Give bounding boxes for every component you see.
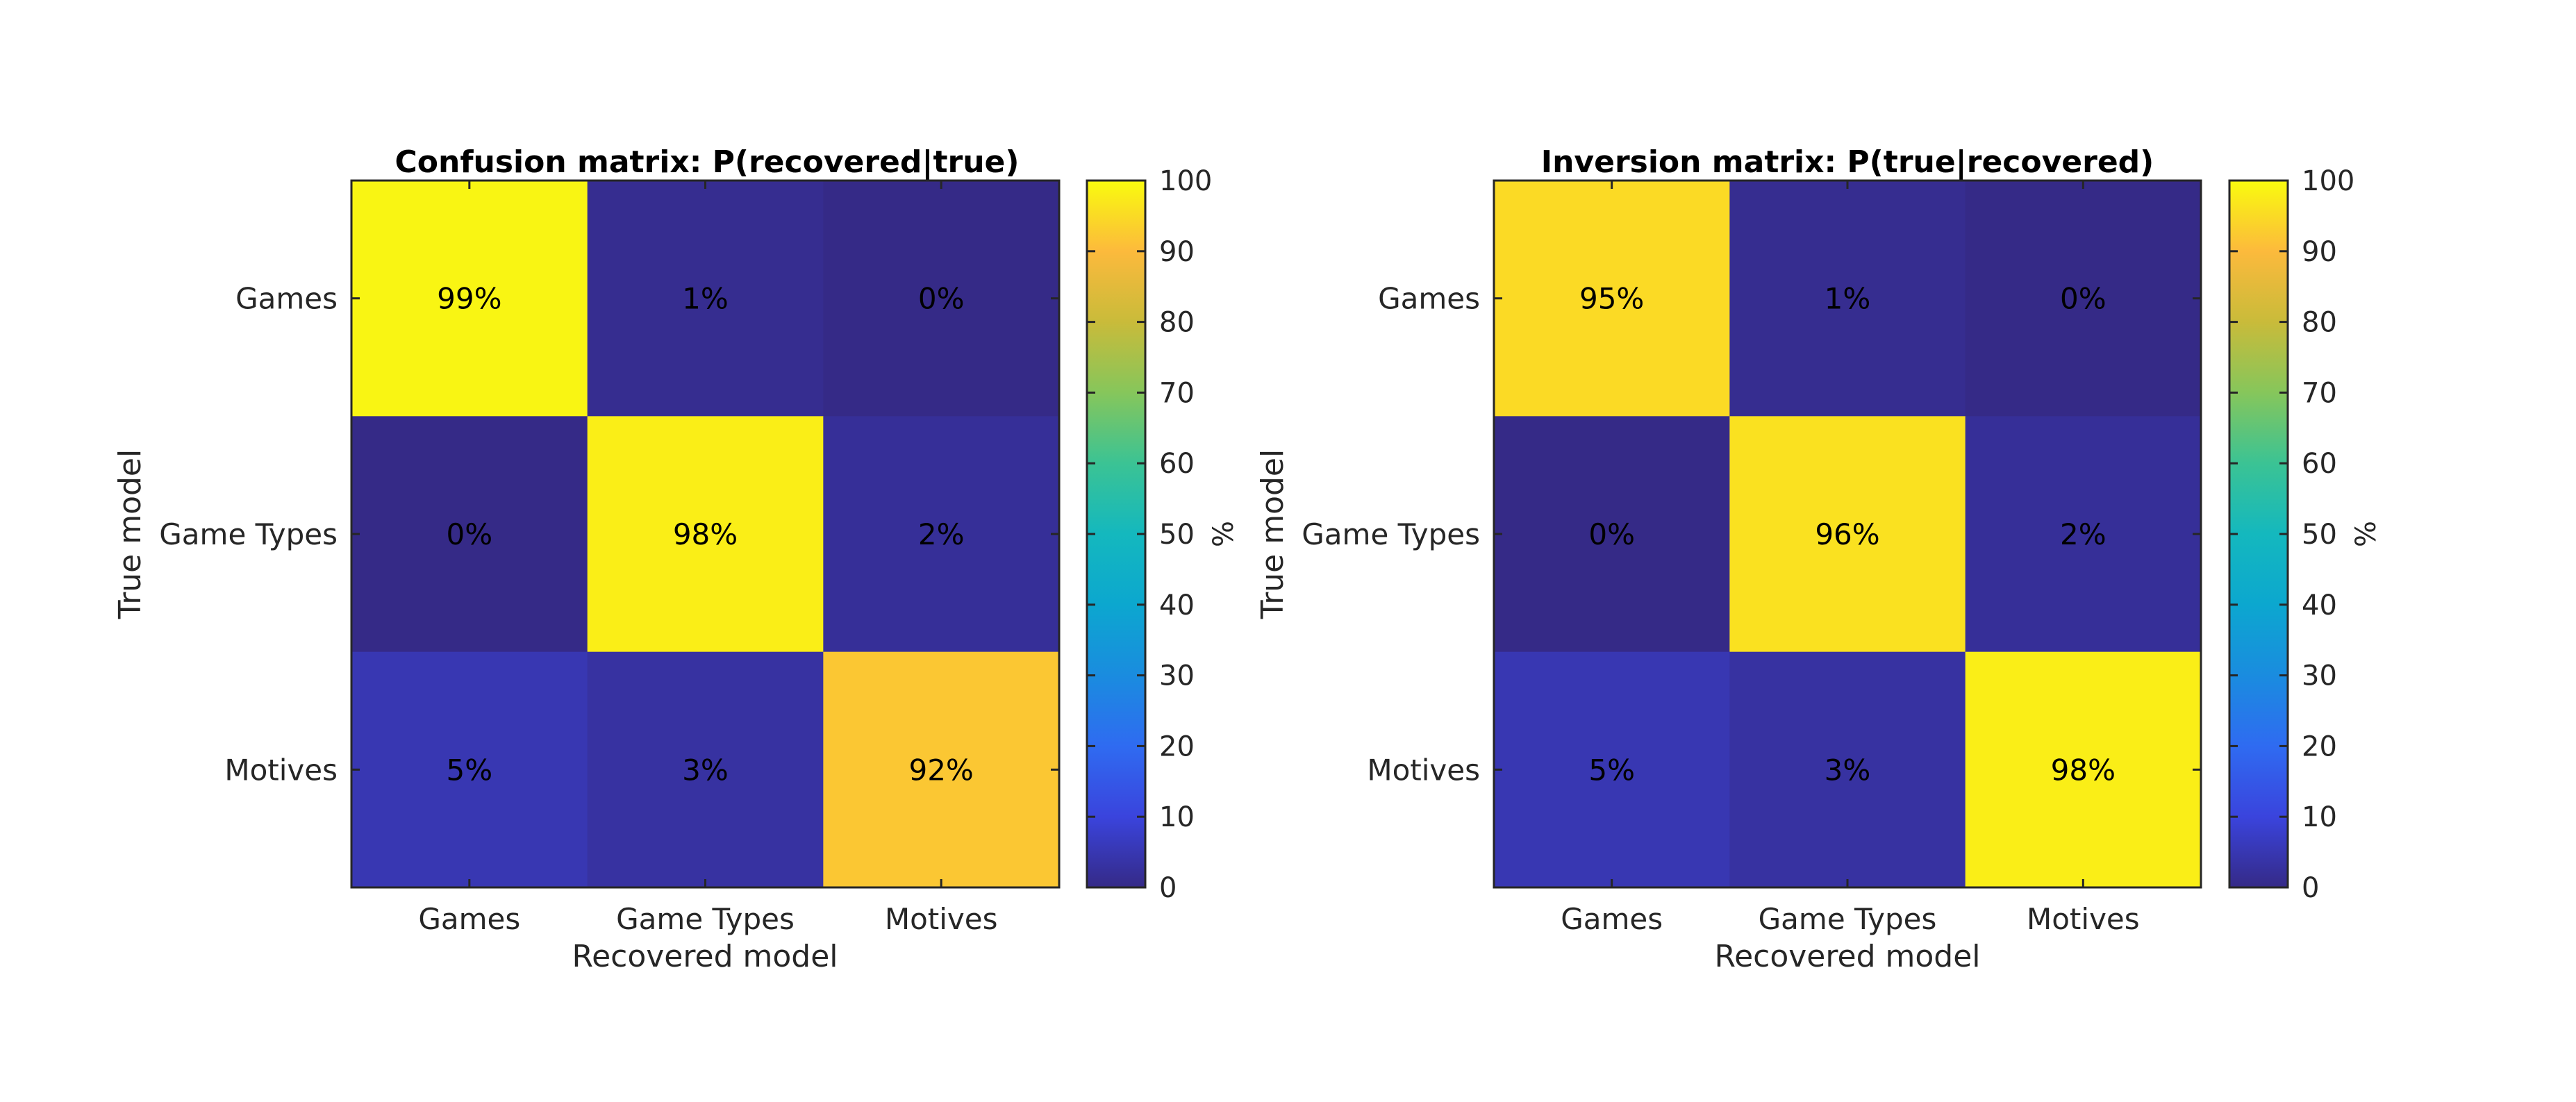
x-tick-label: Games (1561, 902, 1663, 936)
colorbar-tick-label: 30 (1159, 660, 1195, 692)
colorbar-tick-label: 90 (1159, 236, 1195, 268)
heatmap-cell (587, 651, 824, 888)
x-axis-label: Recovered model (1714, 939, 1980, 974)
colorbar-tick-label: 20 (2302, 731, 2337, 762)
colorbar-tick-label: 20 (1159, 731, 1195, 762)
heatmap-cell (1729, 416, 1966, 653)
y-tick-label: Games (235, 282, 338, 316)
heatmap-cell (823, 181, 1060, 417)
colorbar-tick-label: 10 (1159, 801, 1195, 833)
x-tick-label: Motives (2027, 902, 2140, 936)
heatmap-cell (1729, 181, 1966, 417)
heatmap-cell (823, 416, 1060, 653)
cell-value-label: 1% (682, 282, 729, 316)
axis-ticks: Games Game Types Motives Games Game Types Mot… (159, 181, 1059, 936)
colorbar: 0 10 20 30 40 50 60 70 80 90 100 % (2228, 165, 2382, 904)
colorbar-tick-label: 100 (2302, 165, 2354, 197)
y-tick-label: Games (1378, 282, 1480, 316)
colorbar-label: % (2350, 521, 2382, 547)
cell-value-label: 0% (2060, 282, 2106, 316)
colorbar-gradient (1086, 179, 1147, 889)
cell-value-label: 0% (918, 282, 965, 316)
x-axis-label: Recovered model (572, 939, 838, 974)
cell-value-label: 3% (1825, 753, 1871, 787)
cell-value-label: 0% (447, 517, 493, 551)
heatmap-cell (1965, 651, 2202, 888)
cell-value-label: 5% (1588, 753, 1635, 787)
heatmap-cell (1494, 416, 1730, 653)
y-tick-label: Motives (1367, 753, 1480, 787)
heatmap-cell (1729, 651, 1966, 888)
cell-value-label: 5% (447, 753, 493, 787)
heatmap-cells (1494, 181, 2202, 888)
cell-labels: 95% 1% 0% 0% 96% 2% 5% 3% 98% (1579, 282, 2116, 787)
colorbar-label: % (1208, 521, 1240, 547)
cell-value-label: 92% (908, 753, 973, 787)
cell-value-label: 98% (673, 517, 738, 551)
colorbar-tick-label: 60 (2302, 448, 2337, 480)
colorbar-tick-label: 60 (1159, 448, 1195, 480)
cell-value-label: 98% (2051, 753, 2116, 787)
y-tick-label: Motives (224, 753, 338, 787)
colorbar-ticks: 0 10 20 30 40 50 60 70 80 90 100 (2229, 165, 2354, 904)
heatmap-cell (1965, 181, 2202, 417)
colorbar-tick-label: 90 (2302, 236, 2337, 268)
colorbar-tick-label: 10 (2302, 801, 2337, 833)
y-tick-label: Game Types (159, 517, 338, 551)
colorbar-tick-label: 30 (2302, 660, 2337, 692)
colorbar: 0 10 20 30 40 50 60 70 80 90 100 % (1086, 165, 1240, 904)
cell-value-label: 2% (2060, 517, 2106, 551)
cell-value-label: 95% (1579, 282, 1644, 316)
cell-value-label: 1% (1825, 282, 1871, 316)
y-tick-label: Game Types (1302, 517, 1480, 551)
heatmap-cell (587, 416, 824, 653)
chart-title: Confusion matrix: P(recovered|true) (395, 144, 1020, 180)
cell-value-label: 3% (682, 753, 729, 787)
colorbar-tick-label: 50 (1159, 519, 1195, 551)
x-tick-label: Motives (885, 902, 998, 936)
axis-ticks: Games Game Types Motives Games Game Types Mot… (1302, 181, 2201, 936)
heatmap-cell (1965, 416, 2202, 653)
panel-inversion-matrix: Inversion matrix: P(true|recovered) 95% 1… (1255, 144, 2382, 974)
heatmap-cells (351, 181, 1060, 888)
y-axis-label: True model (1255, 449, 1290, 619)
colorbar-gradient (2228, 179, 2289, 889)
heatmap-cell (351, 181, 588, 417)
colorbar-tick-label: 40 (1159, 590, 1195, 621)
colorbar-tick-label: 70 (1159, 377, 1195, 409)
cell-value-label: 99% (437, 282, 501, 316)
cell-value-label: 2% (918, 517, 965, 551)
colorbar-tick-label: 0 (1159, 872, 1177, 904)
colorbar-tick-label: 100 (1159, 165, 1212, 197)
heatmap-cell (587, 181, 824, 417)
x-tick-label: Game Types (1759, 902, 1937, 936)
cell-value-label: 96% (1815, 517, 1879, 551)
x-tick-label: Game Types (616, 902, 795, 936)
colorbar-tick-label: 40 (2302, 590, 2337, 621)
heatmap-cell (1494, 181, 1730, 417)
chart-title: Inversion matrix: P(true|recovered) (1541, 144, 2154, 180)
colorbar-ticks: 0 10 20 30 40 50 60 70 80 90 100 (1087, 165, 1212, 904)
cell-labels: 99% 1% 0% 0% 98% 2% 5% 3% 92% (437, 282, 974, 787)
x-tick-label: Games (418, 902, 520, 936)
heatmap-cell (1494, 651, 1730, 888)
heatmap-cell (351, 651, 588, 888)
colorbar-tick-label: 50 (2302, 519, 2337, 551)
colorbar-tick-label: 80 (1159, 307, 1195, 339)
colorbar-tick-label: 80 (2302, 307, 2337, 339)
heatmap-cell (823, 651, 1060, 888)
heatmap-cell (351, 416, 588, 653)
colorbar-tick-label: 70 (2302, 377, 2337, 409)
y-axis-label: True model (113, 449, 148, 619)
panel-confusion-matrix: Confusion matrix: P(recovered|true) 99% 1… (113, 144, 1240, 974)
colorbar-tick-label: 0 (2302, 872, 2319, 904)
cell-value-label: 0% (1588, 517, 1635, 551)
